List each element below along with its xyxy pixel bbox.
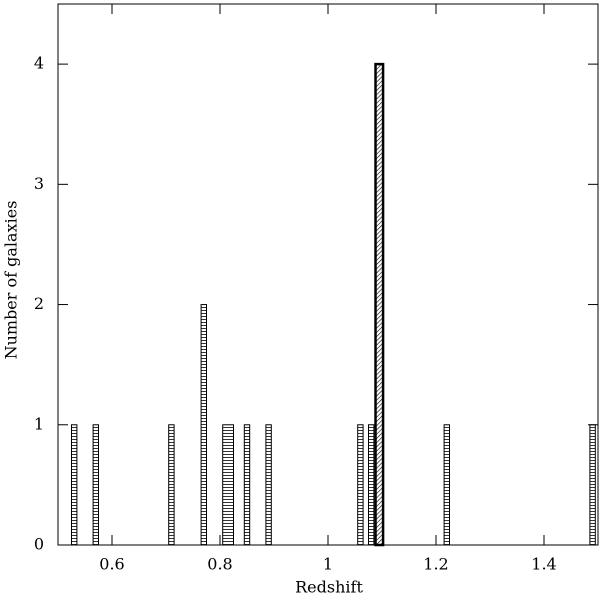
histogram-bar	[589, 424, 596, 546]
y-tick-label: 3	[34, 174, 44, 193]
x-tick-label: 1.4	[531, 555, 556, 574]
x-tick-label: 0.6	[99, 555, 124, 574]
x-tick-label: 1.2	[423, 555, 448, 574]
histogram-bar	[92, 424, 99, 546]
y-tick-label: 4	[34, 54, 44, 73]
plot-frame	[57, 3, 599, 546]
x-axis-label: Redshift	[295, 578, 363, 597]
y-axis-label: Number of galaxies	[2, 201, 21, 360]
histogram-bar	[222, 424, 234, 546]
histogram-bar	[168, 424, 175, 546]
histogram-bar	[243, 424, 251, 546]
x-tick-label: 0.8	[207, 555, 232, 574]
y-tick-label: 0	[34, 535, 44, 554]
histogram-bar	[374, 62, 385, 547]
histogram-bar	[443, 424, 451, 546]
y-tick-label: 1	[34, 414, 44, 433]
x-tick-label: 1	[323, 555, 333, 574]
histogram-bar	[265, 424, 272, 546]
y-tick-label: 2	[34, 294, 44, 313]
histogram-bar	[200, 304, 208, 546]
histogram-bar	[71, 424, 78, 546]
histogram-bar	[357, 424, 364, 546]
histogram-bar	[368, 424, 375, 546]
